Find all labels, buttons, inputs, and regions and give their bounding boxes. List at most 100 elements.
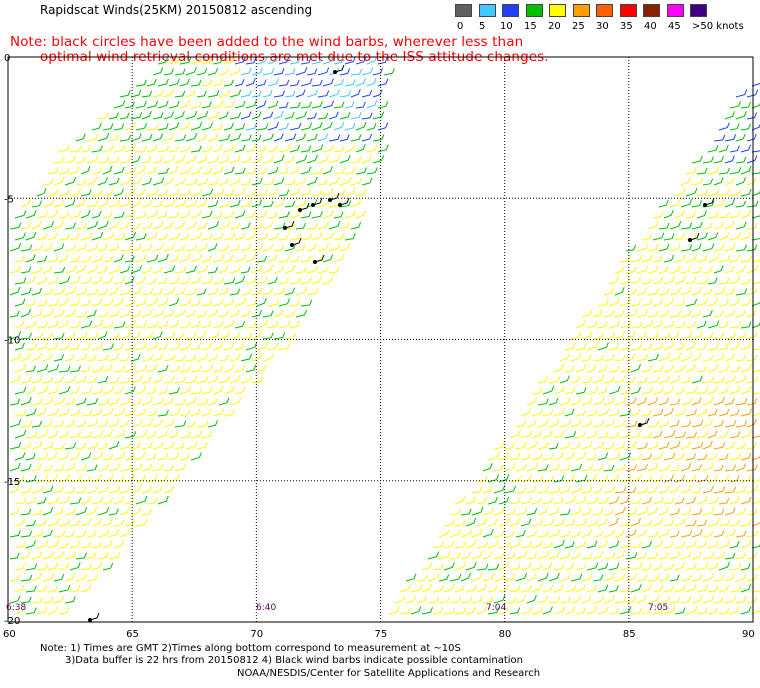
wind-barb — [289, 79, 300, 87]
wind-barb — [685, 453, 697, 461]
wind-barb — [47, 209, 59, 219]
wind-barb — [553, 584, 564, 593]
wind-barb — [278, 298, 290, 307]
wind-barb — [179, 431, 192, 439]
wind-barb — [570, 530, 581, 538]
wind-barb — [141, 376, 152, 384]
wind-barb — [559, 596, 571, 604]
wind-barb — [31, 508, 43, 516]
wind-barb — [669, 331, 680, 340]
wind-barb — [713, 265, 724, 274]
wind-barb — [421, 562, 433, 571]
wind-barb — [245, 144, 256, 153]
pass-time-label: 6:38 — [6, 603, 26, 613]
wind-barb — [663, 605, 676, 615]
wind-barb — [542, 409, 554, 417]
wind-barb — [245, 232, 256, 241]
wind-barb — [641, 343, 653, 351]
wind-barb — [751, 123, 760, 131]
wind-barb — [570, 484, 583, 494]
wind-barb — [207, 398, 218, 406]
wind-barb — [493, 595, 506, 604]
wind-barb — [124, 474, 135, 483]
wind-barb — [25, 343, 38, 351]
wind-barb — [273, 90, 286, 98]
wind-barb — [702, 573, 715, 582]
wind-barb — [564, 519, 576, 527]
wind-barb — [25, 299, 36, 307]
wind-barb — [69, 233, 80, 241]
wind-barb — [751, 82, 760, 87]
wind-barb — [669, 551, 681, 560]
wind-barb — [223, 385, 235, 395]
wind-barb — [124, 144, 136, 153]
wind-barb — [102, 298, 114, 307]
lat-label: -5 — [4, 194, 14, 205]
wind-barb — [31, 220, 42, 230]
wind-barb — [91, 210, 102, 219]
wind-barb — [707, 518, 720, 527]
wind-barb — [218, 244, 230, 252]
wind-barb — [696, 562, 709, 571]
wind-barb — [256, 297, 267, 307]
wind-barb — [196, 90, 207, 98]
wind-barb — [707, 298, 718, 307]
wind-barb — [75, 288, 88, 296]
wind-barb — [344, 144, 356, 153]
wind-barb — [702, 222, 713, 230]
contaminated-wind-barb — [329, 192, 340, 201]
wind-barb — [256, 100, 267, 109]
wind-barb — [53, 220, 64, 230]
wind-barb — [674, 585, 686, 593]
wind-barb — [97, 112, 110, 120]
axis-labels: 60 65 70 75 80 85 900-5-10-15-206:38 6:40 7:04 7:… — [3, 53, 755, 640]
wind-barb — [223, 254, 234, 263]
wind-barb — [680, 574, 692, 582]
wind-barb — [625, 376, 636, 384]
wind-barb — [31, 572, 42, 582]
wind-barb — [141, 155, 152, 164]
wind-barb — [542, 584, 554, 593]
wind-barb — [190, 343, 202, 351]
wind-barb — [636, 397, 647, 406]
wind-barb — [410, 606, 422, 615]
wind-barb — [718, 430, 729, 439]
wind-barb — [75, 486, 87, 494]
wind-barb — [581, 418, 593, 428]
wind-barb — [680, 244, 693, 252]
wind-barb — [234, 167, 246, 175]
wind-barb — [119, 112, 130, 120]
wind-barb — [102, 189, 114, 197]
wind-barb — [696, 540, 708, 549]
wind-barb — [295, 67, 308, 76]
wind-barb — [91, 298, 103, 307]
wind-barb — [652, 211, 664, 219]
wind-barb — [355, 121, 367, 131]
wind-barb — [278, 56, 290, 65]
wind-barb — [130, 199, 141, 208]
wind-barb — [36, 563, 49, 571]
wind-barb — [201, 364, 213, 373]
wind-barb — [614, 287, 625, 296]
wind-barb — [152, 67, 164, 76]
wind-barb — [498, 584, 510, 593]
wind-barb — [102, 518, 113, 527]
wind-barb — [669, 574, 680, 582]
wind-barb — [157, 277, 168, 285]
wind-barb — [207, 200, 219, 208]
wind-barb — [80, 189, 92, 197]
wind-barb — [25, 232, 37, 241]
lat-lon-grid — [7, 56, 754, 623]
legend-swatch — [502, 4, 519, 17]
wind-barb — [9, 352, 22, 362]
wind-barb — [636, 243, 649, 252]
wind-barb — [685, 254, 698, 263]
wind-barb — [542, 606, 553, 615]
wind-barb — [443, 583, 455, 593]
wind-barb — [652, 276, 664, 285]
wind-barb — [729, 254, 740, 263]
wind-barb — [58, 276, 71, 285]
wind-barb — [608, 365, 620, 373]
wind-barb — [58, 452, 69, 461]
wind-barb — [718, 144, 729, 153]
